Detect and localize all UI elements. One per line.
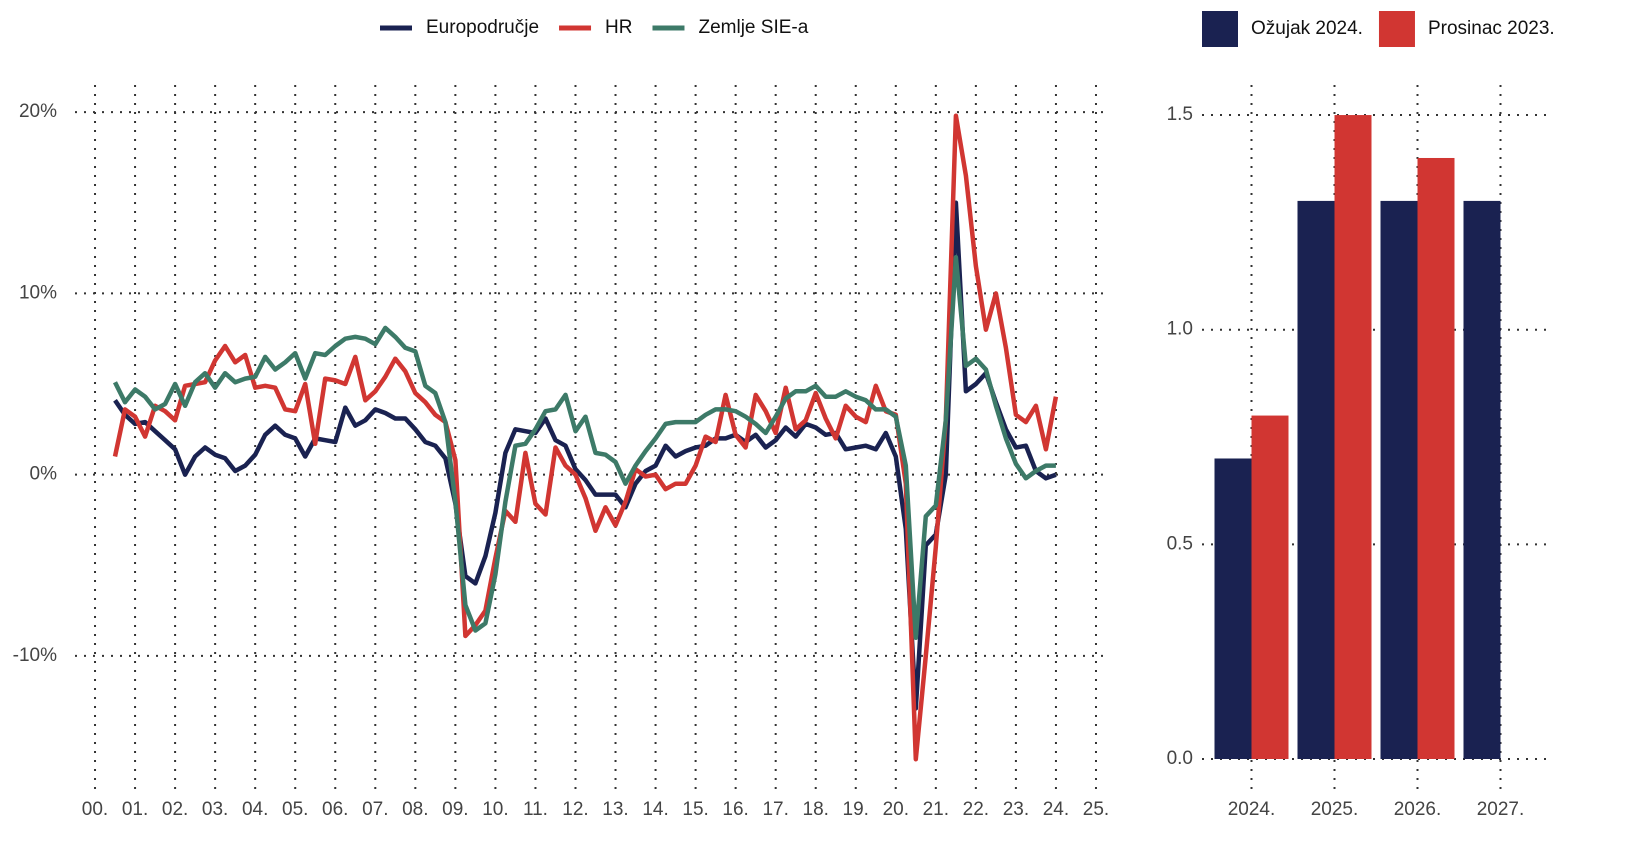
- x-tick-label: 03.: [202, 799, 228, 820]
- y-tick-label: 0.5: [1167, 533, 1193, 554]
- x-tick-label: 00.: [82, 799, 108, 820]
- x-tick-label: 2024.: [1228, 799, 1276, 820]
- x-tick-label: 12.: [562, 799, 588, 820]
- x-tick-label: 2027.: [1477, 799, 1525, 820]
- y-tick-label: 1.0: [1167, 319, 1193, 340]
- legend-swatch: [1378, 11, 1415, 47]
- y-tick-label: -10%: [13, 645, 57, 666]
- x-tick-label: 20.: [883, 799, 909, 820]
- x-tick-label: 22.: [963, 799, 989, 820]
- x-tick-label: 01.: [122, 799, 148, 820]
- x-tick-label: 07.: [362, 799, 388, 820]
- bar: [1417, 157, 1455, 759]
- legend-label: Ožujak 2024.: [1251, 18, 1363, 39]
- x-tick-label: 2026.: [1394, 799, 1442, 820]
- x-tick-label: 21.: [923, 799, 949, 820]
- x-tick-label: 18.: [803, 799, 829, 820]
- x-tick-label: 06.: [322, 799, 348, 820]
- bar: [1380, 200, 1418, 759]
- x-tick-label: 17.: [762, 799, 788, 820]
- x-tick-label: 15.: [682, 799, 708, 820]
- legend-swatch: [1202, 11, 1238, 47]
- x-tick-label: 08.: [402, 799, 428, 820]
- line-series: [113, 200, 1057, 711]
- legend-label: Prosinac 2023.: [1428, 18, 1555, 39]
- x-tick-label: 10.: [482, 799, 508, 820]
- x-tick-label: 25.: [1083, 799, 1109, 820]
- y-tick-label: 20%: [19, 101, 57, 122]
- x-tick-label: 04.: [242, 799, 268, 820]
- legend-label: HR: [605, 17, 632, 38]
- x-tick-label: 13.: [602, 799, 628, 820]
- x-tick-label: 16.: [722, 799, 748, 820]
- bar: [1214, 458, 1252, 759]
- x-tick-label: 05.: [282, 799, 308, 820]
- legend-label: Europodručje: [426, 17, 539, 38]
- y-tick-label: 0%: [30, 464, 58, 485]
- bar: [1251, 415, 1289, 759]
- bar: [1463, 200, 1501, 759]
- x-tick-label: 19.: [843, 799, 869, 820]
- bar: [1297, 200, 1335, 759]
- bar: [1334, 115, 1372, 759]
- x-tick-label: 14.: [642, 799, 668, 820]
- line-series: [112, 254, 1056, 641]
- x-tick-label: 11.: [523, 799, 548, 820]
- y-tick-label: 0.0: [1167, 748, 1193, 769]
- x-tick-label: 24.: [1043, 799, 1069, 820]
- x-tick-label: 02.: [162, 799, 188, 820]
- x-tick-label: 23.: [1003, 799, 1029, 820]
- x-tick-label: 2025.: [1311, 799, 1359, 820]
- legend-label: Zemlje SIE-a: [698, 17, 808, 38]
- y-tick-label: 1.5: [1167, 104, 1193, 125]
- y-tick-label: 10%: [19, 282, 57, 303]
- x-tick-label: 09.: [442, 799, 468, 820]
